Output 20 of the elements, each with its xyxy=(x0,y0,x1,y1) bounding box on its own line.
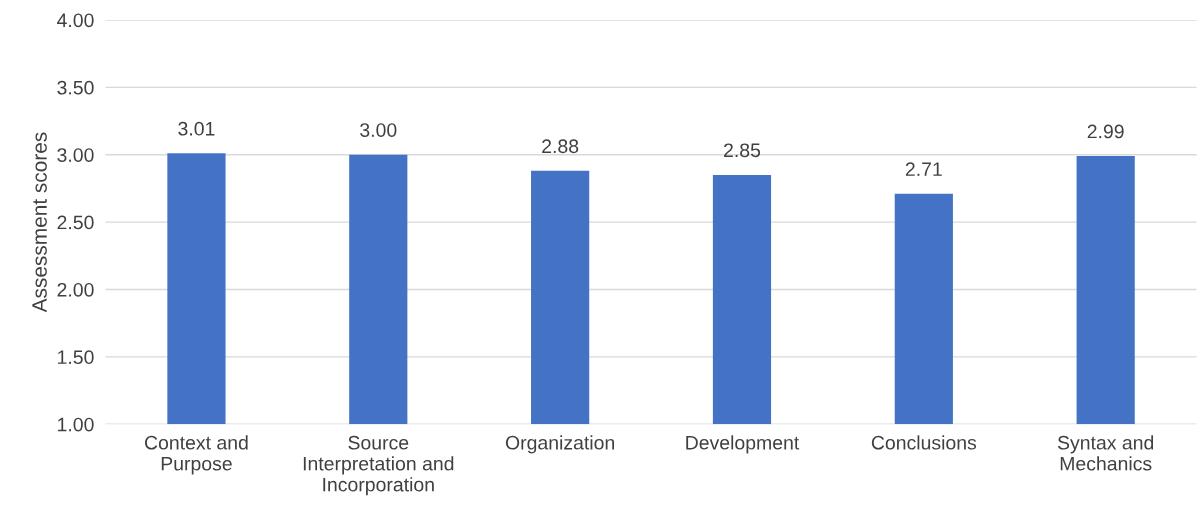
data-label: 2.88 xyxy=(542,139,579,154)
y-tick-label: 4.00 xyxy=(57,13,94,28)
y-tick-label: 2.50 xyxy=(57,215,94,230)
x-tick-label: Syntax and Mechanics xyxy=(1057,435,1154,471)
y-tick-label: 3.00 xyxy=(57,148,94,162)
y-tick-label: 3.50 xyxy=(57,80,94,95)
y-axis-title: Assessment scores xyxy=(32,132,47,313)
x-tick-label: Source Interpretation and Incorporation xyxy=(303,435,454,496)
data-label: 2.71 xyxy=(905,162,942,176)
y-tick-label: 2.00 xyxy=(57,282,94,297)
data-label: 3.00 xyxy=(360,123,397,137)
x-tick-label: Context and Purpose xyxy=(145,435,248,475)
x-tick-label: Organization xyxy=(505,435,614,454)
data-label: 3.01 xyxy=(178,121,215,136)
x-tick-label: Development xyxy=(686,435,800,454)
data-label: 2.99 xyxy=(1087,124,1124,139)
data-label: 2.85 xyxy=(724,143,761,158)
x-tick-label: Conclusions xyxy=(871,435,977,450)
y-tick-label: 1.00 xyxy=(58,417,94,432)
y-tick-label: 1.50 xyxy=(58,350,94,365)
